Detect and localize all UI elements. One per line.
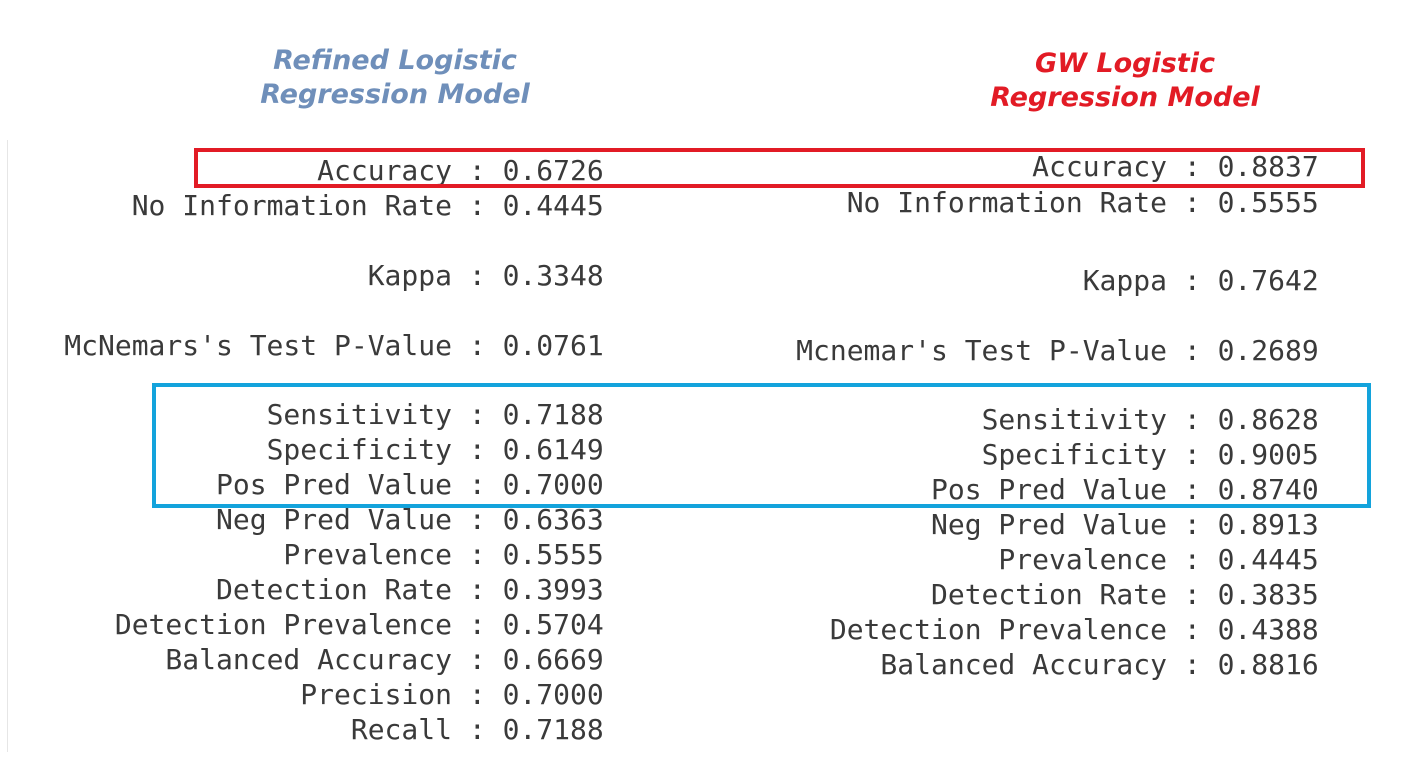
left-border-line bbox=[7, 140, 8, 752]
stat-row: Specificity : 0.6149 bbox=[0, 432, 604, 466]
stat-row: Detection Rate : 0.3993 bbox=[0, 572, 604, 606]
stat-row: Kappa : 0.7642 bbox=[0, 263, 1319, 297]
stat-value: 0.3993 bbox=[502, 572, 604, 606]
stat-row: Kappa : 0.3348 bbox=[0, 258, 604, 292]
stat-value: 0.6726 bbox=[502, 153, 604, 187]
stat-value: 0.4388 bbox=[1217, 612, 1319, 646]
stat-label: Pos Pred Value bbox=[930, 472, 1167, 506]
stat-label: Neg Pred Value bbox=[215, 502, 452, 536]
stat-value: 0.7642 bbox=[1217, 263, 1319, 297]
stat-label: Specificity bbox=[266, 432, 452, 466]
stat-value: 0.8913 bbox=[1217, 507, 1319, 541]
stat-label: Specificity bbox=[981, 437, 1167, 471]
stat-label: Balanced Accuracy bbox=[165, 642, 452, 676]
stat-label: Accuracy bbox=[317, 153, 452, 187]
stat-value: 0.4445 bbox=[1217, 542, 1319, 576]
stat-label: McNemars's Test P-Value bbox=[64, 328, 452, 362]
stat-label: Balanced Accuracy bbox=[880, 647, 1167, 681]
stat-value: 0.5555 bbox=[502, 537, 604, 571]
stat-row: Pos Pred Value : 0.7000 bbox=[0, 467, 604, 501]
stat-value: 0.8740 bbox=[1217, 472, 1319, 506]
stat-value: 0.4445 bbox=[502, 188, 604, 222]
stat-value: 0.3835 bbox=[1217, 577, 1319, 611]
stat-row: Detection Prevalence : 0.4388 bbox=[0, 612, 1319, 646]
accuracy-highlight-box bbox=[194, 148, 1365, 188]
stat-row: Precision : 0.7000 bbox=[0, 677, 604, 711]
stat-label: Neg Pred Value bbox=[930, 507, 1167, 541]
stat-value: 0.7188 bbox=[502, 397, 604, 431]
stat-row: Mcnemar's Test P-Value : 0.2689 bbox=[0, 333, 1319, 367]
stat-value: 0.9005 bbox=[1217, 437, 1319, 471]
stat-row: Prevalence : 0.4445 bbox=[0, 542, 1319, 576]
stat-value: 0.8837 bbox=[1217, 149, 1319, 183]
stat-row: McNemars's Test P-Value : 0.0761 bbox=[0, 328, 604, 362]
stat-label: Kappa bbox=[1082, 263, 1167, 297]
stat-value: 0.3348 bbox=[502, 258, 604, 292]
refined-model-title-line1: Refined Logistic bbox=[273, 45, 517, 76]
stat-row: Balanced Accuracy : 0.6669 bbox=[0, 642, 604, 676]
stat-row: Detection Prevalence : 0.5704 bbox=[0, 607, 604, 641]
refined-model-title: Refined Logistic Regression Model bbox=[245, 44, 545, 112]
stat-value: 0.5555 bbox=[1217, 185, 1319, 219]
stat-label: Prevalence bbox=[998, 542, 1167, 576]
stat-label: Detection Prevalence bbox=[829, 612, 1167, 646]
stat-label: Detection Rate bbox=[930, 577, 1167, 611]
stat-row: Sensitivity : 0.7188 bbox=[0, 397, 604, 431]
stat-value: 0.8628 bbox=[1217, 402, 1319, 436]
stat-label: Precision bbox=[300, 677, 452, 711]
stat-row: Recall : 0.7188 bbox=[0, 712, 604, 746]
stat-label: No Information Rate bbox=[846, 185, 1167, 219]
stat-row: No Information Rate : 0.4445 bbox=[0, 188, 604, 222]
stat-value: 0.8816 bbox=[1217, 647, 1319, 681]
gw-model-title-line2: Regression Model bbox=[990, 82, 1260, 113]
stat-row: Accuracy : 0.6726 bbox=[0, 153, 604, 187]
stat-value: 0.5704 bbox=[502, 607, 604, 641]
stat-row: Neg Pred Value : 0.6363 bbox=[0, 502, 604, 536]
stat-value: 0.6149 bbox=[502, 432, 604, 466]
stat-row: Pos Pred Value : 0.8740 bbox=[0, 472, 1319, 506]
stat-label: Kappa bbox=[367, 258, 452, 292]
stat-value: 0.2689 bbox=[1217, 333, 1319, 367]
stat-value: 0.0761 bbox=[502, 328, 604, 362]
gw-model-title-line1: GW Logistic bbox=[1035, 48, 1215, 79]
stat-label: Detection Rate bbox=[215, 572, 452, 606]
stat-row: Accuracy : 0.8837 bbox=[0, 149, 1319, 183]
stat-value: 0.7000 bbox=[502, 677, 604, 711]
stat-label: Sensitivity bbox=[981, 402, 1167, 436]
stat-label: No Information Rate bbox=[131, 188, 452, 222]
stat-row: No Information Rate : 0.5555 bbox=[0, 185, 1319, 219]
stat-row: Sensitivity : 0.8628 bbox=[0, 402, 1319, 436]
stat-row: Balanced Accuracy : 0.8816 bbox=[0, 647, 1319, 681]
stat-row: Detection Rate : 0.3835 bbox=[0, 577, 1319, 611]
stat-value: 0.7188 bbox=[502, 712, 604, 746]
stat-row: Specificity : 0.9005 bbox=[0, 437, 1319, 471]
stat-label: Pos Pred Value bbox=[215, 467, 452, 501]
stat-row: Prevalence : 0.5555 bbox=[0, 537, 604, 571]
sensitivity-highlight-box bbox=[152, 383, 1371, 508]
stat-value: 0.6669 bbox=[502, 642, 604, 676]
stat-row: Neg Pred Value : 0.8913 bbox=[0, 507, 1319, 541]
refined-model-title-line2: Regression Model bbox=[260, 79, 530, 110]
stat-value: 0.7000 bbox=[502, 467, 604, 501]
stat-label: Detection Prevalence bbox=[114, 607, 452, 641]
stat-label: Mcnemar's Test P-Value bbox=[796, 333, 1167, 367]
stat-label: Accuracy bbox=[1032, 149, 1167, 183]
stat-label: Sensitivity bbox=[266, 397, 452, 431]
stat-value: 0.6363 bbox=[502, 502, 604, 536]
stat-label: Prevalence bbox=[283, 537, 452, 571]
stat-label: Recall bbox=[350, 712, 452, 746]
gw-model-title: GW Logistic Regression Model bbox=[975, 47, 1275, 115]
